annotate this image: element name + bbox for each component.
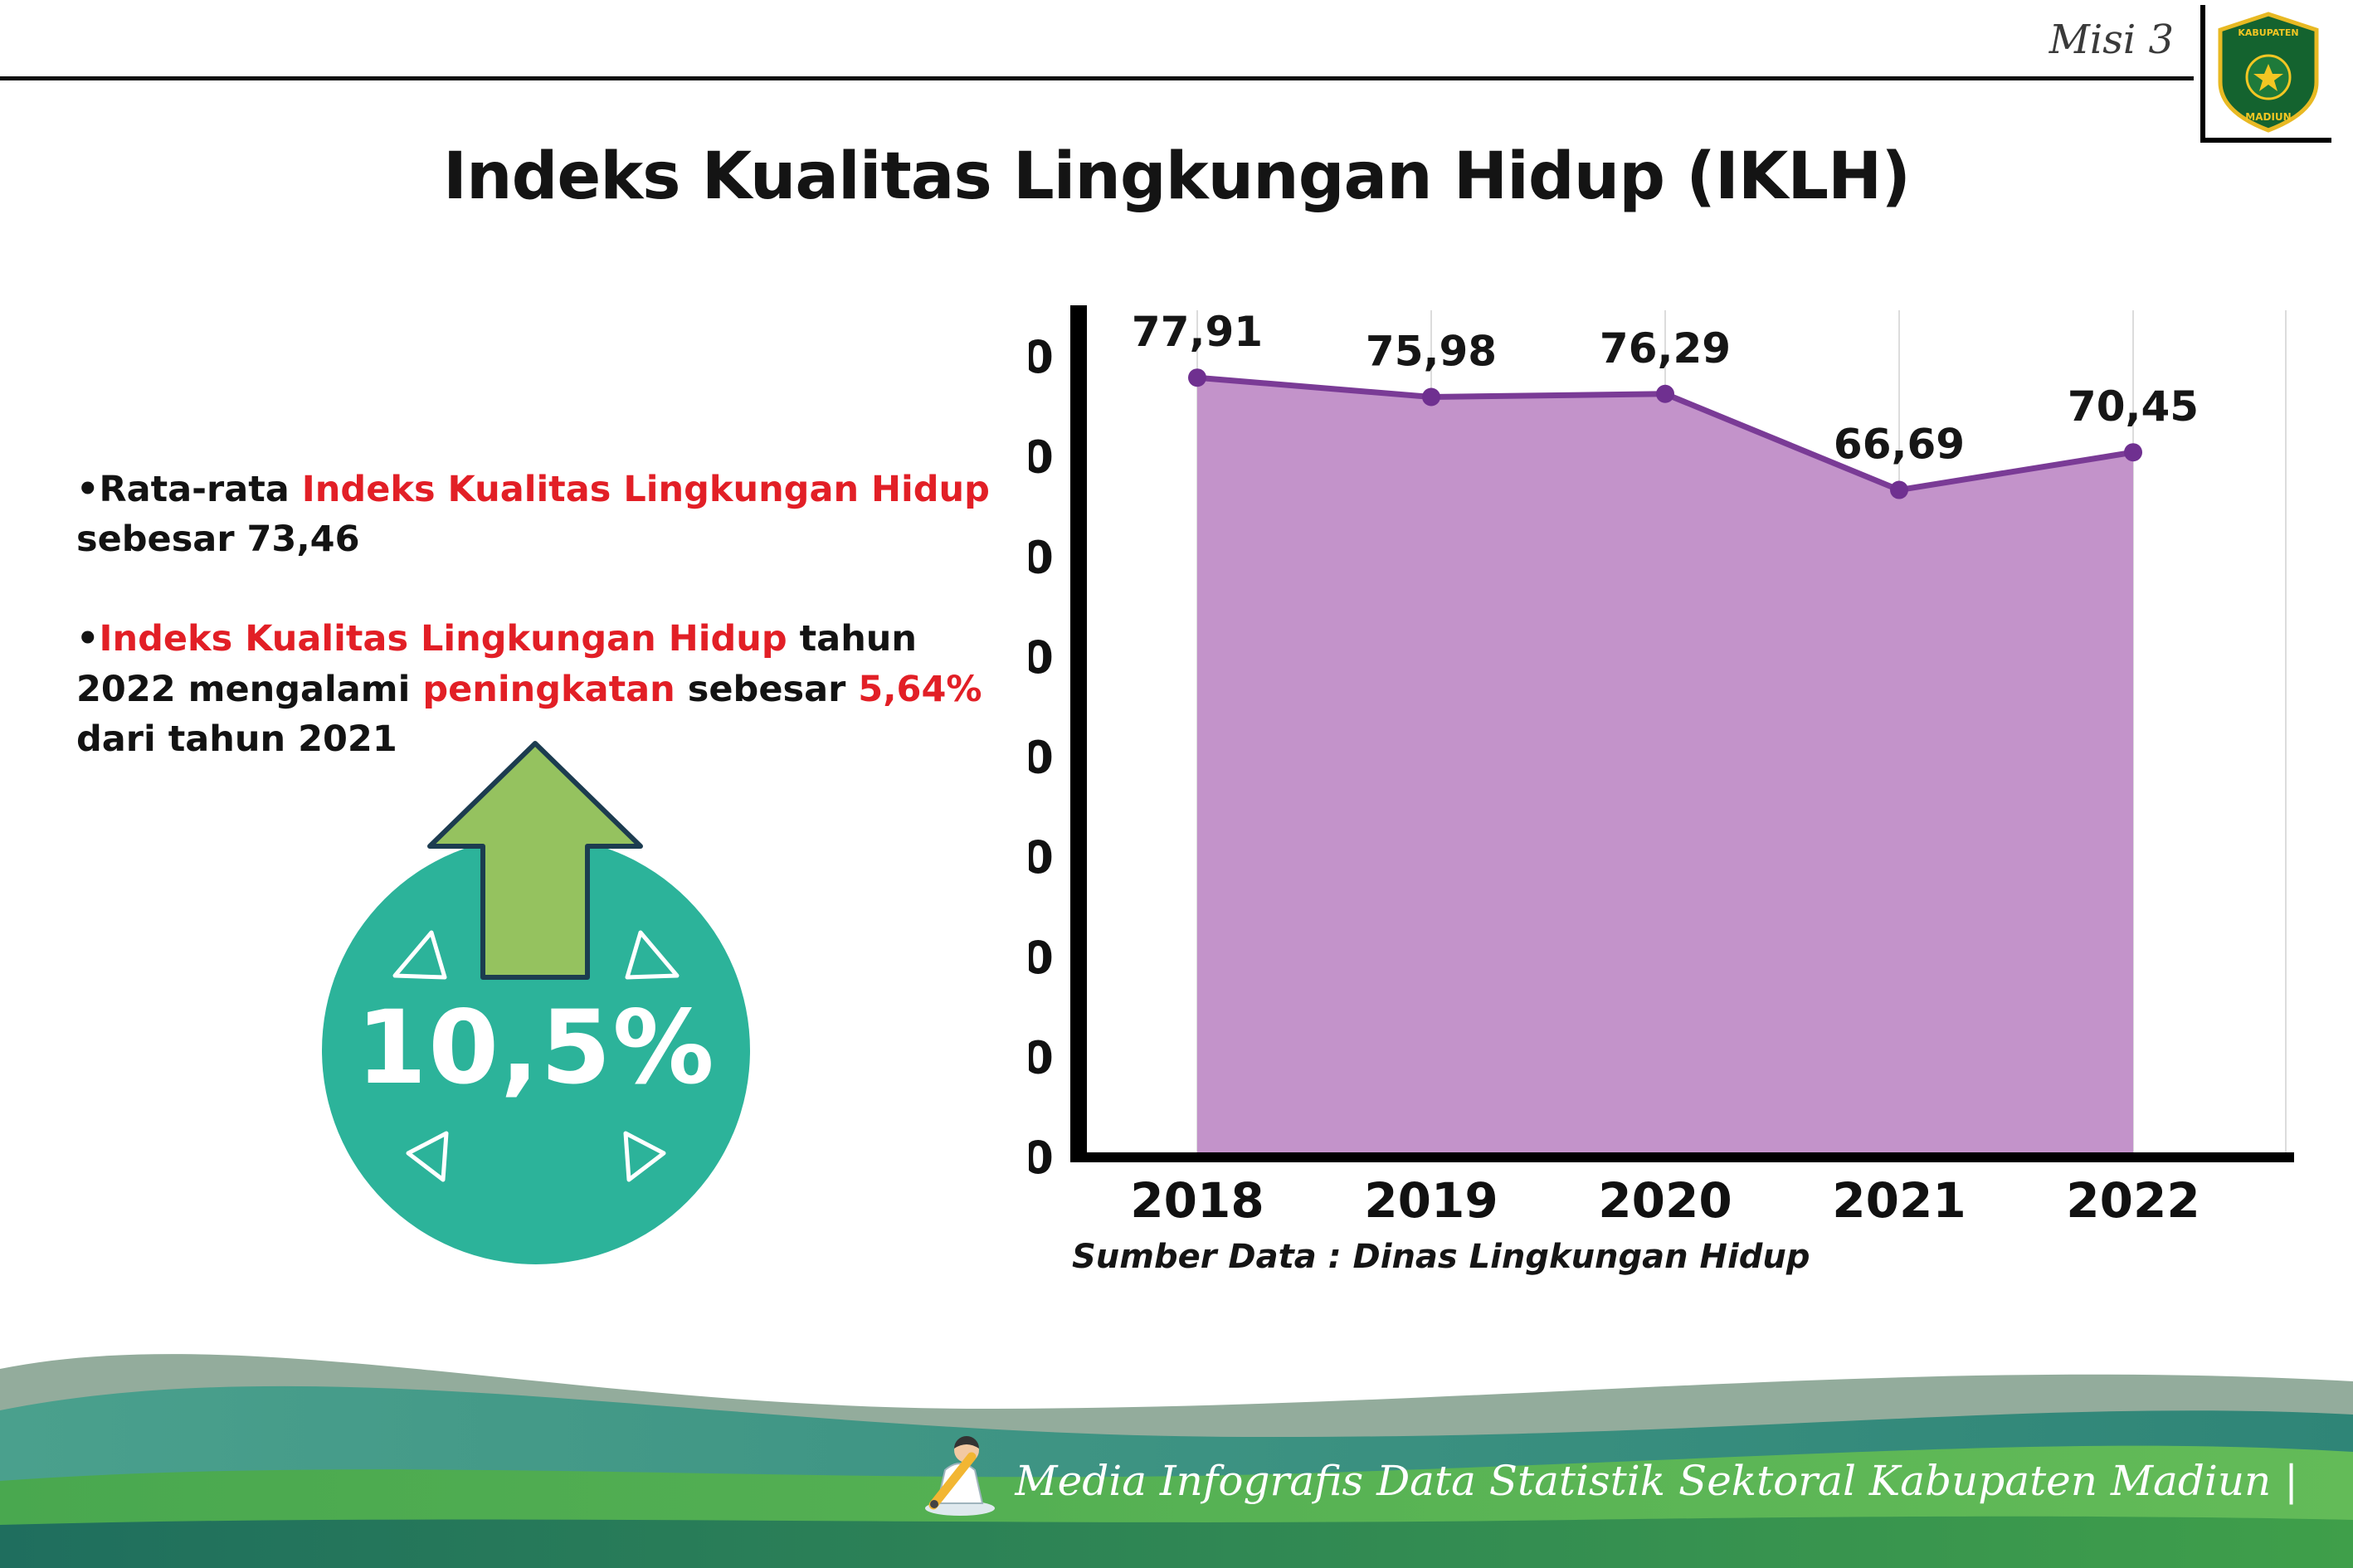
svg-text:60: 60 <box>1029 531 1054 583</box>
insight2-text-1: tahun 2022 mengalami <box>76 618 918 710</box>
svg-text:50: 50 <box>1029 631 1054 684</box>
kabupaten-madiun-logo: KABUPATEN MADIUN <box>2218 12 2319 133</box>
crest-bottom-text: MADIUN <box>2245 111 2291 123</box>
svg-text:75,98: 75,98 <box>1366 327 1497 375</box>
svg-text:40: 40 <box>1029 732 1054 784</box>
mascot-writer-icon <box>925 1436 996 1516</box>
svg-text:2020: 2020 <box>1598 1172 1732 1229</box>
crest-star-icon <box>2253 64 2283 91</box>
footer-credit-text: Media Infografis Data Statistik Sektoral… <box>1015 1457 2298 1505</box>
footer-credit: Media Infografis Data Statistik Sektoral… <box>920 1436 2298 1517</box>
misi-label: Misi 3 <box>2049 17 2174 63</box>
svg-text:2019: 2019 <box>1364 1172 1498 1229</box>
svg-text:80: 80 <box>1029 331 1054 383</box>
insight2-highlight-3: 5,64% <box>858 668 982 710</box>
svg-text:2022: 2022 <box>2066 1172 2200 1229</box>
svg-text:20: 20 <box>1029 932 1054 984</box>
up-arrow-icon <box>427 741 643 980</box>
svg-text:76,29: 76,29 <box>1600 324 1731 373</box>
insight2-highlight-1: Indeks Kualitas Lingkungan Hidup <box>99 618 787 660</box>
insight-list: •Rata-rata Indeks Kualitas Lingkungan Hi… <box>76 465 1001 764</box>
bullet-marker: • <box>76 618 100 660</box>
insight2-text-2: sebesar <box>675 668 859 710</box>
svg-text:2018: 2018 <box>1130 1172 1264 1229</box>
svg-text:66,69: 66,69 <box>1834 421 1965 469</box>
svg-text:70: 70 <box>1029 431 1054 484</box>
increase-percentage: 10,5% <box>356 989 716 1107</box>
insight2-text-3: dari tahun 2021 <box>76 718 397 760</box>
svg-text:77,91: 77,91 <box>1132 308 1263 356</box>
header-divider <box>0 76 2194 80</box>
crest-top-text: KABUPATEN <box>2238 27 2298 38</box>
svg-text:70,45: 70,45 <box>2068 382 2199 431</box>
svg-text:0: 0 <box>1029 1132 1054 1184</box>
insight-item-increase: •Indeks Kualitas Lingkungan Hidup tahun … <box>76 614 1001 764</box>
insight1-text-1: Rata-rata <box>99 469 302 510</box>
svg-text:30: 30 <box>1029 831 1054 884</box>
insight1-highlight: Indeks Kualitas Lingkungan Hidup <box>301 469 990 510</box>
footer-wave-decoration <box>0 1354 2353 1568</box>
insight2-highlight-2: peningkatan <box>422 668 675 710</box>
iklh-area-chart: 0 10 20 30 40 50 60 70 80 77,91 75,98 76,29 66,69 70,… <box>1029 305 2294 1229</box>
logo-frame: KABUPATEN MADIUN <box>2200 5 2331 143</box>
insight1-text-2: sebesar 73,46 <box>76 519 360 561</box>
page-title: Indeks Kualitas Lingkungan Hidup (IKLH) <box>443 139 1911 215</box>
insight-item-average: •Rata-rata Indeks Kualitas Lingkungan Hi… <box>76 465 1001 564</box>
bullet-marker: • <box>76 469 100 510</box>
svg-text:10: 10 <box>1029 1031 1054 1083</box>
svg-text:2021: 2021 <box>1832 1172 1966 1229</box>
chart-source-caption: Sumber Data : Dinas Lingkungan Hidup <box>1072 1238 1810 1276</box>
